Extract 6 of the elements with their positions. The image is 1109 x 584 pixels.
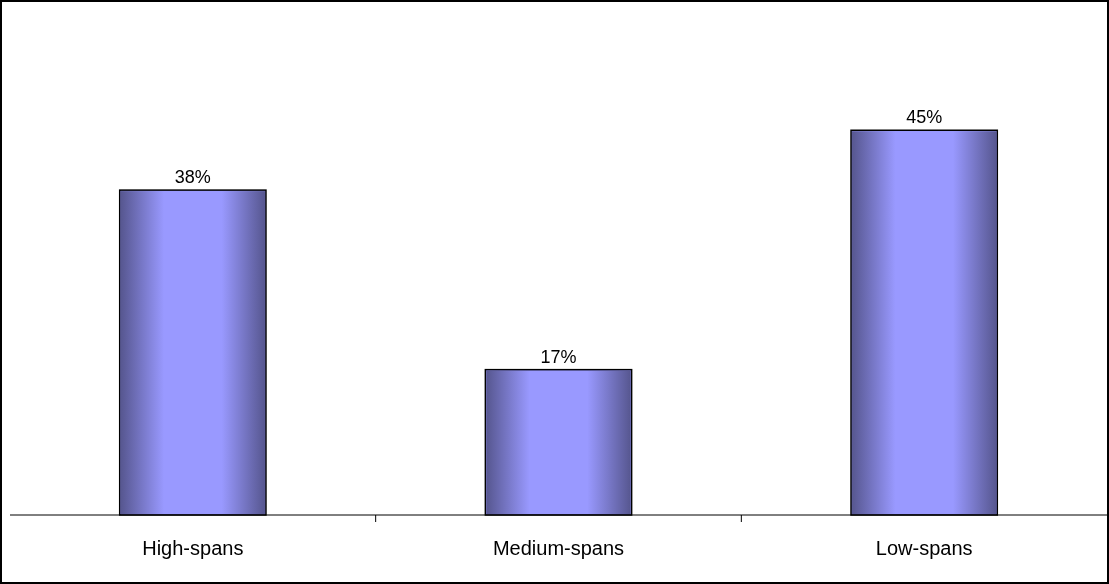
data-label: 45% [906, 107, 943, 128]
x-tick-label: Medium-spans [492, 537, 625, 559]
data-label: 38% [174, 167, 211, 188]
data-label: 17% [540, 346, 577, 367]
x-tick-label: Low-spans [875, 537, 973, 559]
x-tick-label: High-spans [142, 537, 244, 559]
